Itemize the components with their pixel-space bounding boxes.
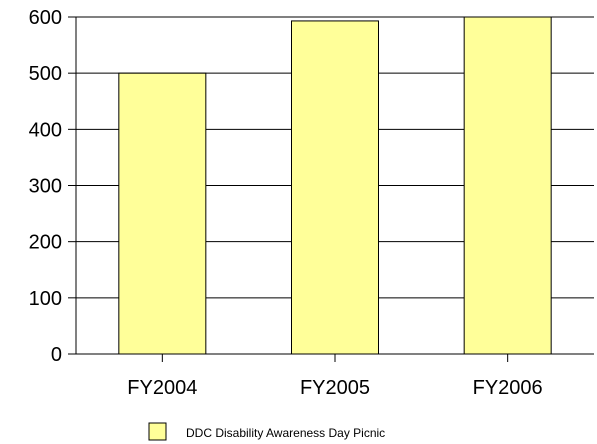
y-tick-label: 600 — [29, 7, 62, 29]
y-tick-label: 300 — [29, 176, 62, 198]
axes — [68, 16, 594, 362]
x-tick-label: FY2006 — [473, 377, 543, 399]
legend-label: DDC Disability Awareness Day Picnic — [186, 426, 385, 440]
x-tick-label: FY2004 — [127, 377, 197, 399]
legend: DDC Disability Awareness Day Picnic — [148, 422, 385, 441]
y-tick-label: 0 — [51, 344, 62, 366]
x-tick-labels: FY2004 FY2005 FY2006 — [127, 377, 542, 399]
legend-swatch — [148, 422, 167, 441]
y-tick-label: 500 — [29, 63, 62, 85]
bar — [463, 16, 552, 355]
bar — [118, 72, 207, 355]
y-tick-labels: 0 100 200 300 400 500 600 — [29, 7, 62, 366]
y-tick-label: 400 — [29, 119, 62, 141]
bar — [291, 20, 379, 355]
x-tick-label: FY2005 — [300, 377, 370, 399]
y-tick-label: 200 — [29, 232, 62, 254]
y-tick-label: 100 — [29, 288, 62, 310]
bars — [118, 16, 552, 355]
